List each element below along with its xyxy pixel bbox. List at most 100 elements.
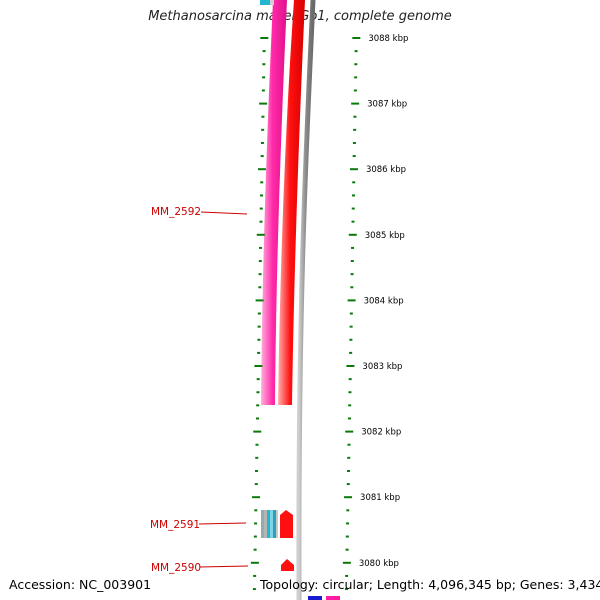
left-minor-tick — [259, 194, 263, 197]
left-minor-tick — [260, 181, 264, 184]
scale-minor-tick — [351, 194, 355, 197]
scale-minor-tick — [353, 128, 357, 131]
gene-label-mm-2592: MM_2592 — [151, 206, 201, 218]
scale-minor-tick — [350, 286, 354, 289]
scale-minor-tick — [345, 574, 349, 577]
left-minor-tick — [261, 115, 265, 118]
left-tick-track — [250, 37, 269, 591]
scale-minor-tick — [351, 207, 355, 210]
left-minor-tick — [253, 535, 257, 538]
scale-major-tick — [352, 37, 361, 39]
left-major-tick — [259, 102, 268, 105]
gene-mm-2591-features — [261, 510, 278, 538]
left-minor-tick — [254, 483, 258, 486]
left-minor-tick — [258, 286, 262, 289]
scale-minor-tick — [346, 483, 350, 486]
left-minor-tick — [257, 325, 261, 328]
left-minor-tick — [259, 220, 263, 223]
scale-label: 3084 kbp — [364, 296, 404, 306]
scale-minor-tick — [354, 50, 358, 53]
left-minor-tick — [262, 76, 266, 79]
left-minor-tick — [255, 443, 259, 446]
gene-mm-2591-arrow — [280, 510, 293, 538]
scale-label: 3088 kbp — [368, 34, 408, 44]
scale-label: 3081 kbp — [360, 493, 400, 503]
left-minor-tick — [253, 574, 257, 577]
scale-track: 3088 kbp 3087 kbp 3086 kbp 3085 kbp 3084 kbp… — [342, 34, 408, 591]
scale-minor-tick — [347, 417, 351, 420]
scale-minor-tick — [345, 535, 349, 538]
scale-major-tick — [344, 496, 353, 499]
left-minor-tick — [253, 548, 257, 551]
left-minor-tick — [260, 141, 264, 144]
left-major-tick — [254, 365, 263, 367]
scale-label: 3083 kbp — [362, 362, 402, 372]
scale-major-tick — [349, 168, 358, 171]
gene-label-group: MM_2592 MM_2591 MM_2590 — [150, 206, 249, 574]
genome-info-text: Topology: circular; Length: 4,096,345 bp… — [260, 577, 600, 592]
scale-major-tick — [342, 561, 351, 564]
left-minor-tick — [262, 63, 266, 66]
scale-minor-tick — [348, 404, 352, 407]
left-major-tick — [250, 561, 259, 564]
scale-major-tick — [351, 102, 360, 105]
left-minor-tick — [260, 155, 264, 158]
accession-text: Accession: NC_003901 — [9, 577, 152, 592]
scale-minor-tick — [349, 312, 353, 315]
gene-label-mm-2591: MM_2591 — [150, 519, 200, 531]
scale-minor-tick — [347, 443, 351, 446]
scale-minor-tick — [351, 246, 355, 249]
scale-minor-tick — [352, 181, 356, 184]
left-minor-tick — [254, 509, 258, 512]
scale-minor-tick — [352, 141, 356, 144]
left-major-tick — [252, 496, 261, 499]
scale-minor-tick — [352, 155, 356, 158]
scale-minor-tick — [350, 260, 354, 263]
scale-minor-tick — [347, 456, 351, 459]
left-major-tick — [257, 168, 266, 171]
left-major-tick — [260, 37, 269, 39]
left-minor-tick — [256, 391, 260, 394]
scale-label: 3085 kbp — [365, 231, 405, 241]
left-minor-tick — [258, 260, 262, 263]
gene-mm-2590-arrow — [281, 559, 294, 571]
left-minor-tick — [256, 378, 260, 381]
left-minor-tick — [255, 417, 259, 420]
scale-major-tick — [346, 365, 355, 367]
left-minor-tick — [257, 351, 261, 354]
left-minor-tick — [256, 404, 260, 407]
gene-label-mm-2590: MM_2590 — [151, 562, 201, 574]
scale-label: 3082 kbp — [361, 428, 401, 438]
scale-minor-tick — [348, 391, 352, 394]
left-minor-tick — [262, 50, 266, 53]
left-minor-tick — [257, 312, 261, 315]
left-minor-tick — [259, 246, 263, 249]
scale-label: 3086 kbp — [366, 165, 406, 175]
scale-minor-tick — [345, 548, 349, 551]
scale-minor-tick — [350, 273, 354, 276]
scale-major-tick — [348, 233, 357, 236]
left-minor-tick — [261, 128, 265, 131]
bottom-blue-feature — [308, 596, 322, 600]
top-light-feature — [270, 0, 274, 5]
gene-red-band — [278, 0, 305, 405]
scale-minor-tick — [346, 522, 350, 525]
scale-major-tick — [345, 430, 354, 433]
left-minor-tick — [258, 273, 262, 276]
gene-mm-2592-pink — [261, 0, 287, 405]
scale-minor-tick — [353, 89, 357, 92]
scale-minor-tick — [349, 351, 353, 354]
scale-minor-tick — [348, 378, 352, 381]
scale-label: 3087 kbp — [367, 100, 407, 110]
left-minor-tick — [259, 207, 263, 210]
scale-minor-tick — [351, 220, 355, 223]
bottom-pink-feature — [326, 596, 340, 600]
left-minor-tick — [255, 456, 259, 459]
scale-minor-tick — [347, 469, 351, 472]
left-major-tick — [255, 299, 264, 302]
top-cyan-feature — [260, 0, 270, 5]
scale-major-tick — [347, 299, 356, 302]
left-minor-tick — [254, 522, 258, 525]
